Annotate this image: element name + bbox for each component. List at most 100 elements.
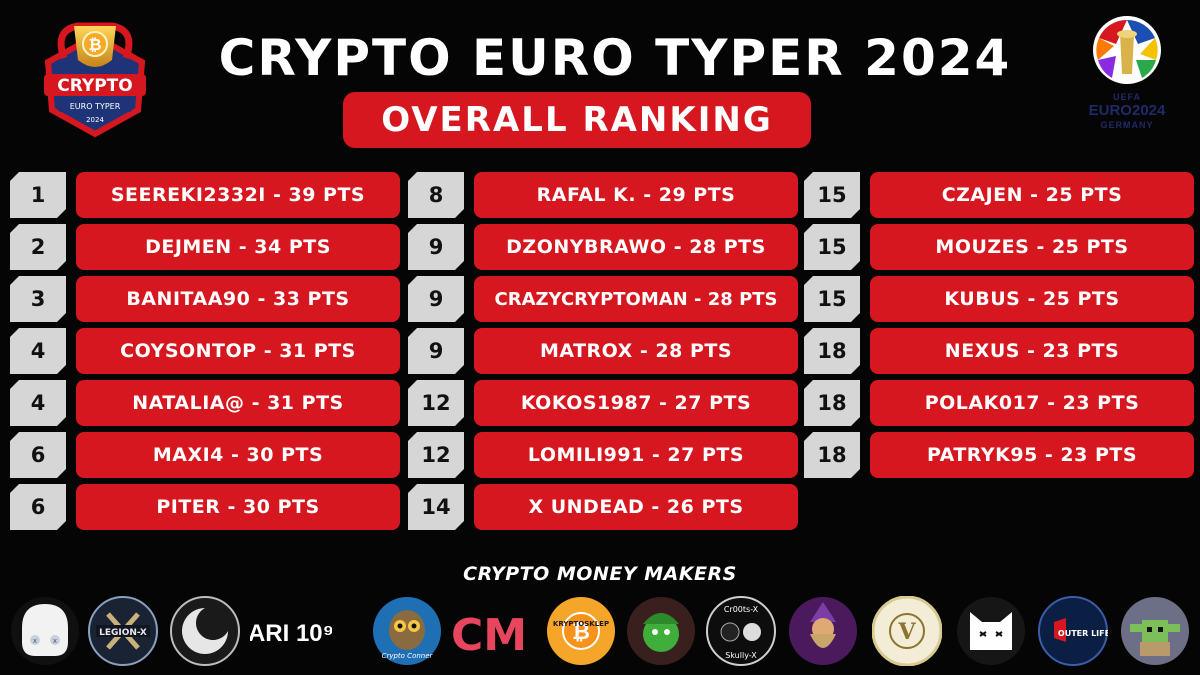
germany-text: GERMANY bbox=[1100, 120, 1154, 130]
bearded-wizard-logo-icon bbox=[788, 596, 858, 666]
rank-number: 6 bbox=[10, 484, 66, 530]
ranking-row: 4 NATALIA@ - 31 PTS bbox=[10, 380, 400, 426]
rank-number: 4 bbox=[10, 328, 66, 374]
legion-x-text: LEGION-X bbox=[99, 628, 147, 638]
crypto-conner-owl-logo-icon: Crypto Conner bbox=[372, 596, 442, 666]
ranking-entry: POLAK017 - 23 PTS bbox=[870, 380, 1194, 426]
ranking-entry: DZONYBRAWO - 28 PTS bbox=[474, 224, 798, 270]
cr00ts-skully-logo-icon: Cr00ts-X Skully-X bbox=[706, 596, 776, 666]
ranking-row: 15 CZAJEN - 25 PTS bbox=[804, 172, 1194, 218]
rank-number: 1 bbox=[10, 172, 66, 218]
ranking-row: 18 POLAK017 - 23 PTS bbox=[804, 380, 1194, 426]
ranking-row: 4 COYSONTOP - 31 PTS bbox=[10, 328, 400, 374]
veni-vidi-vici-logo-icon: V bbox=[872, 596, 942, 666]
rank-number: 18 bbox=[804, 380, 860, 426]
left-logo-year-text: 2024 bbox=[86, 116, 104, 124]
cm-monster-logo-icon: CM bbox=[448, 596, 530, 666]
ranking-entry: SEEREKI2332I - 39 PTS bbox=[76, 172, 400, 218]
ranking-entry: COYSONTOP - 31 PTS bbox=[76, 328, 400, 374]
ranking-row: 15 KUBUS - 25 PTS bbox=[804, 276, 1194, 322]
euro2024-text: EURO2024 bbox=[1088, 102, 1166, 119]
rank-number: 15 bbox=[804, 224, 860, 270]
subtitle-banner: OVERALL RANKING bbox=[343, 92, 811, 148]
uefa-text: UEFA bbox=[1112, 92, 1141, 102]
outer-life-logo-icon: OUTER LIFE bbox=[1038, 596, 1108, 666]
outer-life-text: OUTER LIFE bbox=[1058, 629, 1108, 638]
page-subtitle: OVERALL RANKING bbox=[381, 100, 773, 140]
green-character-logo-icon bbox=[626, 596, 696, 666]
ranking-row: 12 KOKOS1987 - 27 PTS bbox=[408, 380, 798, 426]
ranking-entry: PATRYK95 - 23 PTS bbox=[870, 432, 1194, 478]
rank-number: 18 bbox=[804, 328, 860, 374]
ranking-row: 3 BANITAA90 - 33 PTS bbox=[10, 276, 400, 322]
white-skull-logo-icon: x x bbox=[10, 596, 80, 666]
page-title: CRYPTO EURO TYPER 2024 bbox=[218, 29, 1012, 87]
ranking-entry: MOUZES - 25 PTS bbox=[870, 224, 1194, 270]
ranking-entry: LOMILI991 - 27 PTS bbox=[474, 432, 798, 478]
rank-number: 15 bbox=[804, 276, 860, 322]
ranking-entry: MAXI4 - 30 PTS bbox=[76, 432, 400, 478]
svg-text:₿: ₿ bbox=[88, 35, 101, 54]
ranking-entry: NATALIA@ - 31 PTS bbox=[76, 380, 400, 426]
sponsors-title: CRYPTO MONEY MAKERS bbox=[463, 563, 737, 585]
ranking-row: 8 RAFAL K. - 29 PTS bbox=[408, 172, 798, 218]
rank-number: 9 bbox=[408, 328, 464, 374]
ranking-entry: MATROX - 28 PTS bbox=[474, 328, 798, 374]
euro-cup-icon bbox=[1093, 16, 1161, 84]
ranking-entry: X UNDEAD - 26 PTS bbox=[474, 484, 798, 530]
rank-number: 3 bbox=[10, 276, 66, 322]
ranking-entry: CRAZYCRYPTOMAN - 28 PTS bbox=[474, 276, 798, 322]
crypto-euro-typer-logo: ₿ CRYPTO EURO TYPER 2024 bbox=[34, 18, 156, 140]
ranking-entry: KUBUS - 25 PTS bbox=[870, 276, 1194, 322]
svg-text:₿: ₿ bbox=[572, 620, 590, 645]
ari10-text: ARI 10⁹ bbox=[250, 620, 332, 647]
left-logo-sub-text: EURO TYPER bbox=[70, 102, 121, 111]
rank-number: 12 bbox=[408, 432, 464, 478]
rank-number: 6 bbox=[10, 432, 66, 478]
ranking-row: 6 MAXI4 - 30 PTS bbox=[10, 432, 400, 478]
ranking-row: 1 SEEREKI2332I - 39 PTS bbox=[10, 172, 400, 218]
ranking-row: 18 PATRYK95 - 23 PTS bbox=[804, 432, 1194, 478]
veni-vidi-vici-text: V bbox=[897, 619, 916, 645]
crypto-conner-text: Crypto Conner bbox=[382, 652, 434, 660]
ranking-entry: KOKOS1987 - 27 PTS bbox=[474, 380, 798, 426]
left-logo-main-text: CRYPTO bbox=[57, 76, 132, 96]
ranking-entry: CZAJEN - 25 PTS bbox=[870, 172, 1194, 218]
ranking-row: 9 MATROX - 28 PTS bbox=[408, 328, 798, 374]
white-cat-logo-icon bbox=[956, 596, 1026, 666]
legion-x-logo-icon: LEGION-X bbox=[88, 596, 158, 666]
ranking-row: 15 MOUZES - 25 PTS bbox=[804, 224, 1194, 270]
euro-2024-logo: UEFA EURO2024 GERMANY bbox=[1078, 14, 1176, 144]
cm-text: CM bbox=[451, 610, 527, 661]
ranking-row: 14 X UNDEAD - 26 PTS bbox=[408, 484, 798, 530]
rank-number: 15 bbox=[804, 172, 860, 218]
rank-number: 18 bbox=[804, 432, 860, 478]
ranking-row: 9 CRAZYCRYPTOMAN - 28 PTS bbox=[408, 276, 798, 322]
svg-text:x: x bbox=[53, 637, 57, 645]
crescent-ring-logo-icon bbox=[170, 596, 240, 666]
rank-number: 8 bbox=[408, 172, 464, 218]
svg-text:x: x bbox=[33, 637, 37, 645]
ranking-row: 6 PITER - 30 PTS bbox=[10, 484, 400, 530]
krypto-sklep-text: KRYPTOSKLEP bbox=[553, 620, 609, 628]
ranking-row: 9 DZONYBRAWO - 28 PTS bbox=[408, 224, 798, 270]
ranking-entry: DEJMEN - 34 PTS bbox=[76, 224, 400, 270]
rank-number: 12 bbox=[408, 380, 464, 426]
ranking-row: 2 DEJMEN - 34 PTS bbox=[10, 224, 400, 270]
rank-number: 9 bbox=[408, 276, 464, 322]
rank-number: 14 bbox=[408, 484, 464, 530]
ranking-entry: NEXUS - 23 PTS bbox=[870, 328, 1194, 374]
ranking-entry: BANITAA90 - 33 PTS bbox=[76, 276, 400, 322]
ranking-entry: RAFAL K. - 29 PTS bbox=[474, 172, 798, 218]
trophy-badge-icon: ₿ CRYPTO EURO TYPER 2024 bbox=[44, 22, 146, 138]
rank-number: 4 bbox=[10, 380, 66, 426]
rank-number: 9 bbox=[408, 224, 464, 270]
ranking-row: 18 NEXUS - 23 PTS bbox=[804, 328, 1194, 374]
krypto-sklep-logo-icon: ₿ KRYPTOSKLEP bbox=[546, 596, 616, 666]
cr00ts-text: Cr00ts-X bbox=[724, 605, 759, 614]
ari10-logo-icon: ARI 10⁹ bbox=[250, 596, 332, 666]
rank-number: 2 bbox=[10, 224, 66, 270]
sponsors-row: x x LEGION-X ARI 10⁹ Crypto Conner bbox=[0, 596, 1200, 668]
pixel-yoda-logo-icon bbox=[1120, 596, 1190, 666]
ranking-entry: PITER - 30 PTS bbox=[76, 484, 400, 530]
